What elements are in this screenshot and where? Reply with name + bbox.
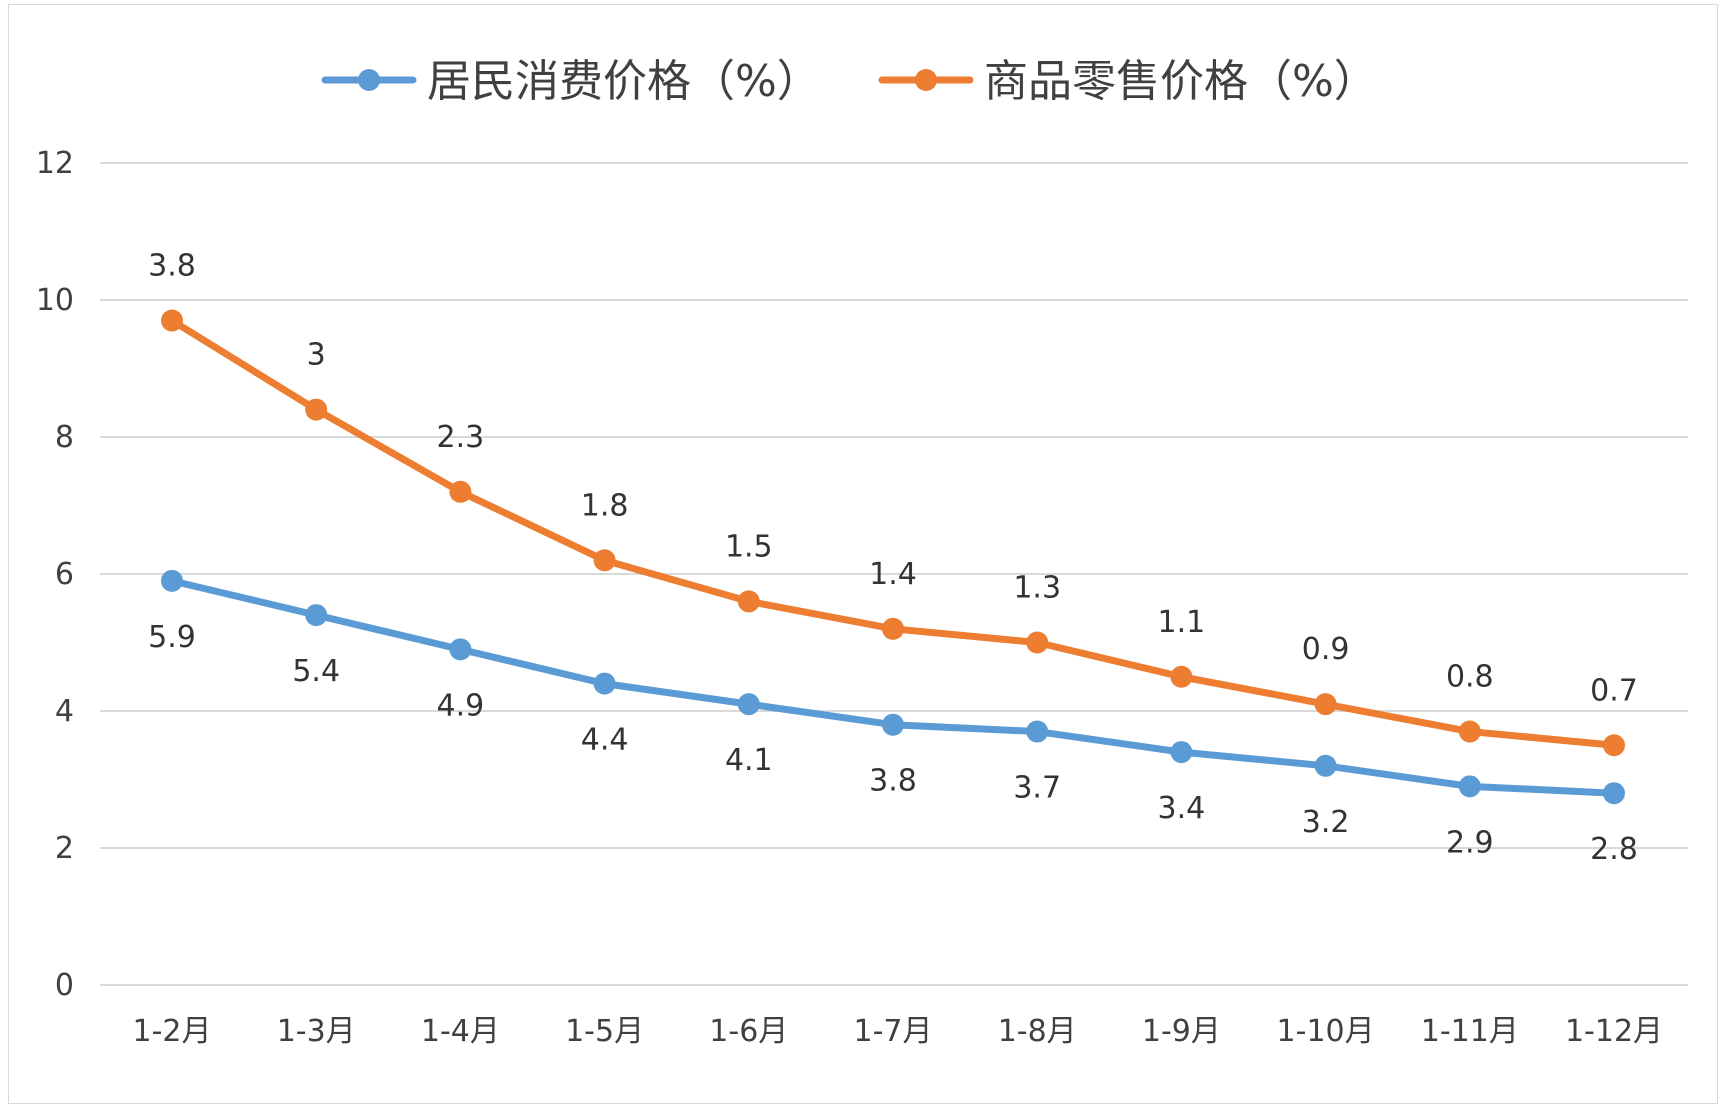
series-1-point [593,672,616,695]
series-2-point [449,480,472,503]
series-2-point [1314,693,1337,716]
x-tick-label: 1-12月 [1565,1014,1663,1049]
y-tick-label: 8 [55,420,74,455]
series-2-data-label: 1.3 [1013,571,1061,606]
series-2-data-label: 1.4 [869,557,917,592]
series-2-point [1170,665,1193,688]
series-2-data-label: 1.8 [581,488,629,523]
series-1-data-label: 3.4 [1158,791,1206,826]
series-lines [161,309,1625,805]
series-2-point [1458,720,1481,743]
x-tick-label: 1-9月 [1142,1014,1221,1049]
series-1-data-label: 4.4 [581,723,629,758]
series-2-point [1603,734,1625,757]
series-1-data-label: 3.2 [1302,805,1350,840]
y-tick-label: 0 [55,968,74,1003]
series-1-data-label: 3.8 [869,764,917,799]
series-1-point [737,693,760,716]
series-2-data-label: 2.3 [437,420,485,455]
legend-label-1: 居民消费价格（%） [427,56,821,107]
series-1-point [161,569,183,592]
series-1-point [1603,782,1625,805]
series-1-point [1314,754,1337,777]
series-2-point [882,617,904,640]
series-1-point [882,713,904,736]
series-2-point [161,309,183,332]
series-2-point [1026,631,1049,654]
series-1-data-label: 4.1 [725,743,773,778]
series-1-point [1458,775,1481,798]
series-2-point [593,549,616,572]
data-labels: 5.9 5.4 4.9 4.4 4.1 3.8 3.7 3.4 3.2 2.9 2.8 3.8 3 2.3… [148,249,1638,868]
legend: 居民消费价格（%） 商品零售价格（%） [321,56,1378,107]
x-tick-label: 1-4月 [421,1014,500,1049]
series-2-data-label: 1.5 [725,529,773,564]
x-tick-label: 1-3月 [277,1014,356,1049]
chart-frame [8,4,1718,1104]
series-1-data-label: 3.7 [1013,771,1061,806]
x-tick-label: 1-11月 [1421,1014,1519,1049]
series-1-data-label: 5.9 [148,620,196,655]
series-2-data-label: 3.8 [148,249,196,284]
legend-marker-1 [358,69,380,91]
series-2-point [305,398,328,421]
y-tick-label: 6 [55,557,74,592]
x-tick-label: 1-2月 [133,1014,212,1049]
series-1-data-label: 5.4 [292,654,340,689]
series-1-data-label: 4.9 [437,688,485,723]
legend-label-2: 商品零售价格（%） [984,56,1378,107]
y-tick-label: 2 [55,831,74,866]
x-tick-label: 1-6月 [709,1014,788,1049]
series-2-point [737,590,760,613]
y-tick-label: 12 [36,146,74,181]
series-2-data-label: 1.1 [1158,605,1206,640]
series-1-data-label: 2.8 [1590,832,1638,867]
y-tick-label: 4 [55,694,74,729]
x-tick-label: 1-5月 [565,1014,644,1049]
x-tick-label: 1-7月 [854,1014,933,1049]
series-1-data-label: 2.9 [1446,825,1494,860]
legend-marker-2 [915,69,937,91]
series-1-point [449,638,472,661]
x-tick-label: 1-8月 [998,1014,1077,1049]
series-line-1 [168,577,1618,797]
series-2-data-label: 0.9 [1302,632,1350,667]
axes: 0 2 4 6 8 10 12 1-2月 1-3月 1-4月 1-5月 1-6月 1-7月 1-8月 1-9… [36,146,1663,1049]
series-2-data-label: 3 [307,338,326,373]
series-2-data-label: 0.7 [1590,673,1638,708]
y-tick-label: 10 [36,283,74,318]
series-1-point [1026,720,1049,743]
series-1-point [1170,741,1193,764]
series-1-point [305,604,328,627]
series-2-data-label: 0.8 [1446,660,1494,695]
series-line-2 [168,317,1618,749]
x-tick-label: 1-10月 [1277,1014,1375,1049]
